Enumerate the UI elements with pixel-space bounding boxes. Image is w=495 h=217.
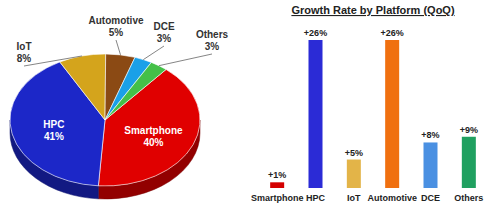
bar: [424, 142, 438, 188]
data-label: 5%: [109, 27, 124, 38]
bar: [462, 137, 476, 188]
data-label: 3%: [157, 33, 172, 44]
data-label: +26%: [381, 28, 404, 38]
pie-slice: [105, 57, 151, 120]
category-label: Others: [454, 193, 483, 203]
data-label: +8%: [421, 130, 439, 140]
bars: [270, 40, 476, 188]
leader-line: [159, 54, 212, 66]
leader-line: [24, 56, 82, 66]
slice-label: Others: [196, 29, 229, 40]
leader-line: [116, 40, 121, 55]
page: {"chart_data": [ {"type": "pie", "catego…: [0, 0, 495, 217]
category-label: HPC: [306, 193, 326, 203]
data-label: 3%: [205, 41, 220, 52]
slice-label: DCE: [153, 21, 174, 32]
category-label: Smartphone: [251, 193, 304, 203]
data-label: +26%: [304, 28, 327, 38]
data-label: 41%: [44, 131, 64, 142]
slice-label: IoT: [17, 41, 32, 52]
pie: Smartphone40%HPC41%IoT8%Automotive5%DCE3…: [10, 15, 229, 199]
slice-label: Automotive: [89, 15, 144, 26]
data-label: 8%: [17, 53, 32, 64]
slice-label: HPC: [43, 119, 64, 130]
bar: [270, 182, 284, 188]
chart-canvas: Smartphone40%HPC41%IoT8%Automotive5%DCE3…: [0, 0, 495, 217]
category-label: Automotive: [367, 193, 417, 203]
chart-title: Growth Rate by Platform (QoQ): [291, 4, 455, 16]
leader-line: [143, 46, 164, 60]
slice-label: Smartphone: [124, 125, 183, 136]
data-label: +5%: [345, 148, 363, 158]
bar: [347, 160, 361, 188]
bar: [385, 40, 399, 188]
bar: [309, 40, 323, 188]
category-label: DCE: [421, 193, 440, 203]
pie-slice: [105, 62, 166, 120]
data-label: +9%: [460, 125, 478, 135]
pie-slice: [60, 54, 106, 120]
data-label: 40%: [143, 137, 163, 148]
data-label: +1%: [268, 170, 286, 180]
labels: +1% Smartphone +26% HPC +5% IoT +26% Automotive…: [251, 28, 483, 203]
category-label: IoT: [347, 193, 361, 203]
